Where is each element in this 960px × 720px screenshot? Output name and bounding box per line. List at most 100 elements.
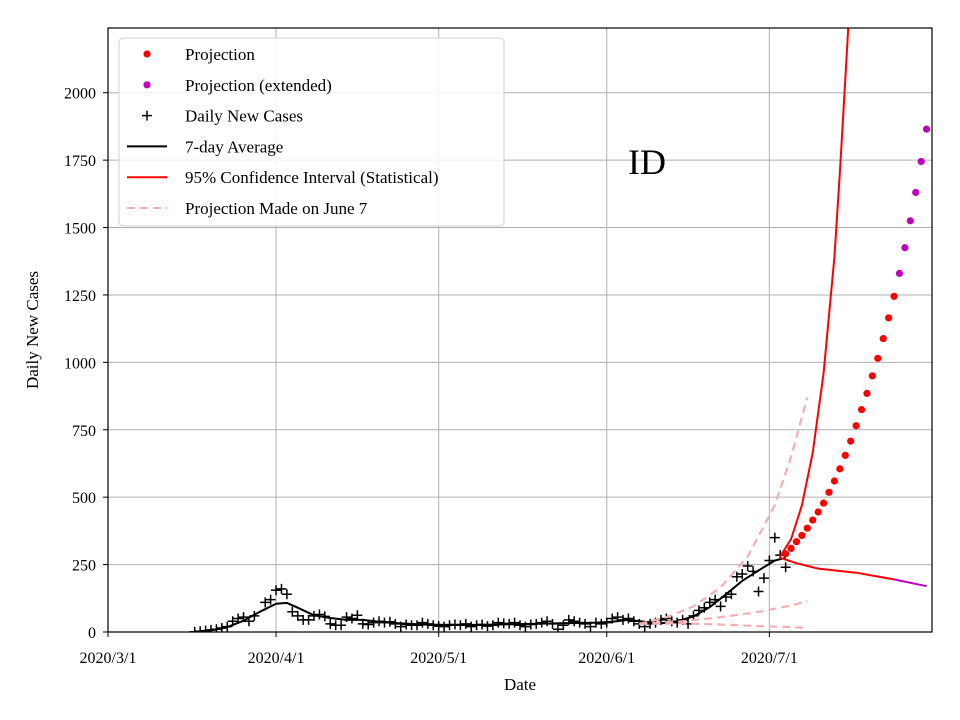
daily-case-point — [569, 616, 580, 627]
daily-case-point — [325, 618, 336, 629]
projection-point — [809, 516, 817, 524]
projection-point — [863, 389, 871, 397]
projection-point — [830, 477, 839, 485]
daily-case-point — [742, 560, 753, 571]
daily-case-point — [509, 617, 520, 628]
daily-case-point — [314, 609, 325, 620]
legend-marker-dot — [143, 81, 151, 89]
daily-case-point — [287, 606, 298, 617]
y-tick-label: 1750 — [64, 153, 96, 170]
projection-point — [874, 354, 882, 362]
x-tick-label: 2020/3/1 — [80, 650, 137, 667]
projection-point — [885, 314, 893, 322]
projection-point — [825, 488, 833, 496]
daily-case-point — [737, 569, 748, 580]
daily-case-point — [352, 610, 363, 621]
legend-label: 7-day Average — [185, 137, 283, 156]
seven-day-average-line — [194, 556, 786, 632]
confidence-interval-line — [779, 28, 850, 558]
projection-point — [803, 524, 811, 532]
projection-point — [814, 508, 822, 516]
daily-case-point — [731, 571, 742, 582]
daily-case-point — [623, 613, 634, 624]
projection-point — [890, 292, 898, 300]
daily-case-point — [303, 614, 314, 625]
projection-extended-line — [893, 578, 927, 588]
y-tick-label: 0 — [88, 625, 96, 642]
daily-case-point — [515, 620, 525, 631]
y-tick-label: 500 — [72, 490, 96, 507]
daily-case-point — [336, 620, 347, 631]
daily-case-point — [276, 583, 287, 594]
projection-point — [857, 405, 866, 414]
daily-case-point — [715, 601, 726, 612]
projection-point — [868, 372, 876, 380]
projection-point — [852, 422, 860, 430]
legend-label: Projection (extended) — [185, 76, 332, 95]
y-tick-label: 1250 — [64, 288, 96, 305]
y-tick-label: 750 — [72, 423, 96, 440]
projection-extended-point — [912, 188, 920, 197]
daily-case-point — [417, 617, 428, 628]
daily-case-point — [271, 585, 282, 596]
daily-case-point — [780, 562, 791, 573]
projection-point — [847, 437, 855, 445]
daily-case-point — [758, 573, 769, 584]
x-tick-label: 2020/5/1 — [410, 650, 467, 667]
daily-case-point — [493, 617, 504, 628]
daily-case-point — [466, 621, 477, 632]
x-tick-label: 2020/6/1 — [578, 650, 635, 667]
june7-projection-line — [639, 622, 808, 630]
projection-extended-point — [922, 125, 931, 133]
plot-area — [189, 28, 931, 632]
legend-label: Projection — [185, 45, 255, 64]
daily-case-point — [552, 624, 563, 632]
daily-case-point — [558, 620, 569, 631]
legend-label: 95% Confidence Interval (Statistical) — [185, 168, 439, 187]
daily-case-point — [704, 597, 715, 608]
projection-extended-point — [906, 217, 914, 225]
legend-label: Projection Made on June 7 — [185, 199, 368, 218]
legend-marker-plus — [142, 110, 152, 121]
x-tick-label: 2020/7/1 — [741, 650, 798, 667]
legend: Projection Projection (extended) Daily New… — [118, 37, 505, 227]
y-axis: 0 250 500 750 1000 1250 1500 1750 2000 — [64, 86, 108, 642]
projection-extended-point — [901, 244, 909, 252]
projection-point — [836, 465, 844, 473]
projection-extended-point — [917, 157, 925, 166]
y-tick-label: 250 — [72, 558, 96, 575]
x-axis: 2020/3/1 2020/4/1 2020/5/1 2020/6/1 2020/7/1 — [80, 632, 798, 667]
projection-point — [798, 531, 806, 540]
projection-extended-point — [895, 269, 904, 277]
daily-case-point — [596, 618, 607, 629]
projection-point — [879, 335, 887, 343]
y-axis-label: Daily New Cases — [23, 271, 42, 389]
y-tick-label: 1500 — [64, 221, 96, 238]
daily-case-point — [439, 621, 450, 632]
legend-box — [118, 37, 505, 227]
daily-case-point — [260, 597, 271, 608]
daily-case-point — [542, 616, 553, 627]
legend-marker-dot — [143, 50, 151, 58]
daily-case-point — [292, 610, 303, 621]
chart-annotation: ID — [628, 142, 666, 182]
daily-case-point — [769, 532, 780, 543]
projection-point — [841, 451, 849, 459]
projection-point — [819, 499, 828, 507]
daily-case-point — [265, 594, 276, 605]
y-tick-label: 1000 — [64, 355, 96, 372]
y-tick-label: 2000 — [64, 86, 96, 103]
daily-case-point — [368, 617, 379, 628]
confidence-interval-line — [779, 556, 895, 581]
legend-label: Daily New Cases — [185, 107, 303, 126]
plot-frame — [107, 27, 933, 633]
projection-point — [787, 544, 795, 553]
daily-case-point — [753, 586, 764, 597]
daily-case-point — [482, 621, 493, 632]
x-axis-label: Date — [504, 675, 536, 694]
daily-case-point — [281, 589, 292, 600]
projection-point — [792, 538, 801, 546]
x-tick-label: 2020/4/1 — [248, 650, 305, 667]
daily-case-point — [346, 613, 357, 624]
